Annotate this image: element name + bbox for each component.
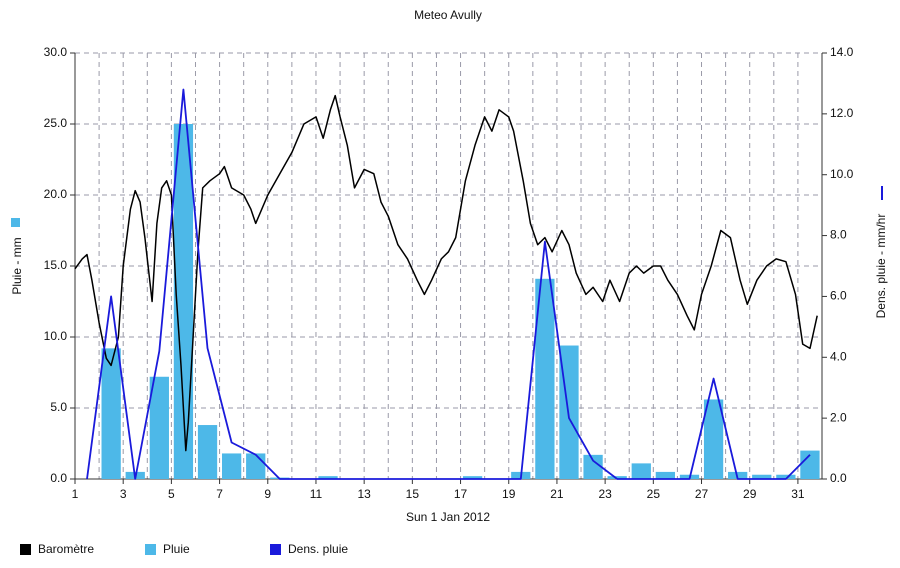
bar [752, 474, 772, 479]
y-tick-label: 5.0 [50, 400, 67, 414]
x-tick-label: 19 [502, 487, 516, 501]
legend-label: Dens. pluie [288, 542, 348, 556]
y2-tick-label: 10.0 [830, 167, 854, 181]
y-tick-label: 20.0 [44, 187, 68, 201]
legend-swatch [20, 544, 31, 555]
x-tick-label: 17 [454, 487, 468, 501]
y-tick-label: 30.0 [44, 45, 68, 59]
bar [776, 474, 796, 479]
x-tick-label: 29 [743, 487, 757, 501]
x-tick-label: 25 [647, 487, 661, 501]
bar [462, 476, 483, 479]
y2-tick-label: 6.0 [830, 289, 847, 303]
bar [197, 425, 218, 479]
x-tick-label: 5 [168, 487, 175, 501]
bar [221, 453, 242, 479]
y2-tick-label: 4.0 [830, 349, 847, 363]
y-axis-label: Pluie - mm [10, 237, 24, 294]
bar [800, 450, 820, 479]
line [74, 94, 818, 452]
y-tick-label: 0.0 [50, 471, 67, 485]
y2-tick-label: 14.0 [830, 45, 854, 59]
chart-title: Meteo Avully [414, 8, 482, 22]
x-axis-label: Sun 1 Jan 2012 [406, 510, 490, 524]
x-tick-label: 27 [695, 487, 709, 501]
bar [535, 278, 555, 479]
y2-tick-label: 2.0 [830, 410, 847, 424]
y2-tick-label: 8.0 [830, 228, 847, 242]
bar [246, 453, 266, 479]
x-tick-label: 9 [264, 487, 271, 501]
x-tick-label: 11 [310, 487, 323, 501]
bar [631, 463, 651, 479]
y2-axis-label: Dens. pluie - mm/hr [874, 214, 888, 319]
bar [101, 348, 121, 479]
y2-tick-label: 12.0 [830, 106, 854, 120]
x-tick-label: 3 [120, 487, 127, 501]
y-tick-label: 25.0 [44, 116, 68, 130]
x-tick-label: 7 [216, 487, 223, 501]
x-tick-label: 21 [550, 487, 564, 501]
legend-swatch [145, 544, 156, 555]
x-tick-label: 13 [357, 487, 371, 501]
line [86, 88, 811, 480]
bar [607, 476, 627, 479]
y-tick-label: 10.0 [44, 329, 68, 343]
legend-label: Pluie [163, 542, 190, 556]
x-tick-label: 31 [791, 487, 805, 501]
x-tick-label: 23 [598, 487, 612, 501]
legend-swatch [270, 544, 281, 555]
y-axis-swatch [11, 218, 20, 227]
y2-tick-label: 0.0 [830, 471, 847, 485]
bar [149, 376, 169, 479]
bar [655, 471, 676, 479]
x-tick-label: 1 [72, 487, 79, 501]
bar [703, 399, 724, 479]
bar [173, 124, 194, 479]
bar [318, 476, 338, 479]
legend-label: Baromètre [38, 542, 94, 556]
bar [583, 454, 603, 479]
x-tick-label: 15 [406, 487, 420, 501]
y-tick-label: 15.0 [44, 258, 68, 272]
